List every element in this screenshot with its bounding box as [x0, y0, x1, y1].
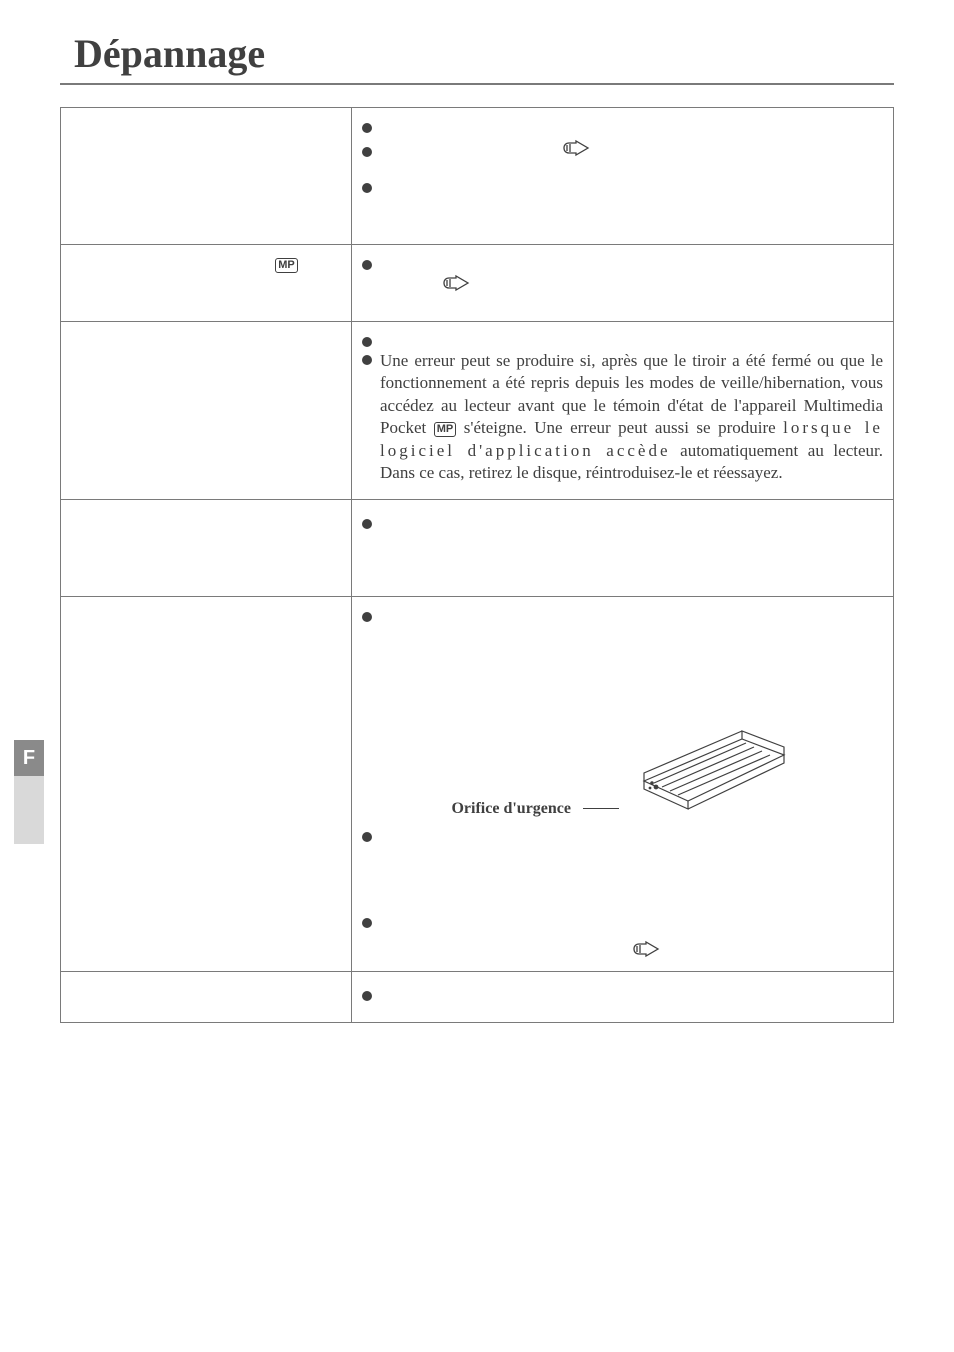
bullet-item	[362, 142, 883, 172]
problem-cell	[61, 322, 352, 500]
arrow-icon	[583, 808, 619, 809]
solution-cell	[352, 972, 894, 1023]
pointer-icon	[632, 939, 660, 961]
bullet-item: Une erreur peut se produire si, après qu…	[362, 350, 883, 485]
problem-cell	[61, 108, 352, 245]
problem-cell	[61, 596, 352, 971]
problem-cell: MP	[61, 245, 352, 322]
troubleshooting-table: MP	[60, 107, 894, 1023]
solution-cell	[352, 245, 894, 322]
device-drawing	[624, 703, 794, 813]
solution-cell	[352, 499, 894, 596]
solution-cell	[352, 108, 894, 245]
bullet-item	[362, 827, 883, 907]
side-tab: F	[14, 740, 44, 776]
page-title: Dépannage	[74, 30, 894, 77]
pointer-icon	[442, 273, 470, 295]
table-row	[61, 499, 894, 596]
table-row: MP	[61, 245, 894, 322]
bullet-item	[362, 255, 883, 295]
table-row: Une erreur peut se produire si, après qu…	[61, 322, 894, 500]
bullet-item	[362, 607, 883, 697]
bullet-item	[362, 118, 883, 136]
table-row	[61, 972, 894, 1023]
table-row	[61, 108, 894, 245]
title-rule	[60, 83, 894, 85]
problem-cell	[61, 972, 352, 1023]
table-row: Orifice d'urgence	[61, 596, 894, 971]
mp-icon: MP	[275, 258, 298, 273]
solution-cell: Orifice d'urgence	[352, 596, 894, 971]
side-tab-below	[14, 776, 44, 844]
problem-cell	[61, 499, 352, 596]
device-label: Orifice d'urgence	[451, 800, 571, 817]
bullet-item	[362, 913, 883, 957]
bullet-item	[362, 178, 883, 196]
bullet-item	[362, 332, 883, 344]
solution-cell: Une erreur peut se produire si, après qu…	[352, 322, 894, 500]
mp-icon: MP	[434, 422, 457, 437]
device-figure: Orifice d'urgence	[362, 703, 883, 819]
